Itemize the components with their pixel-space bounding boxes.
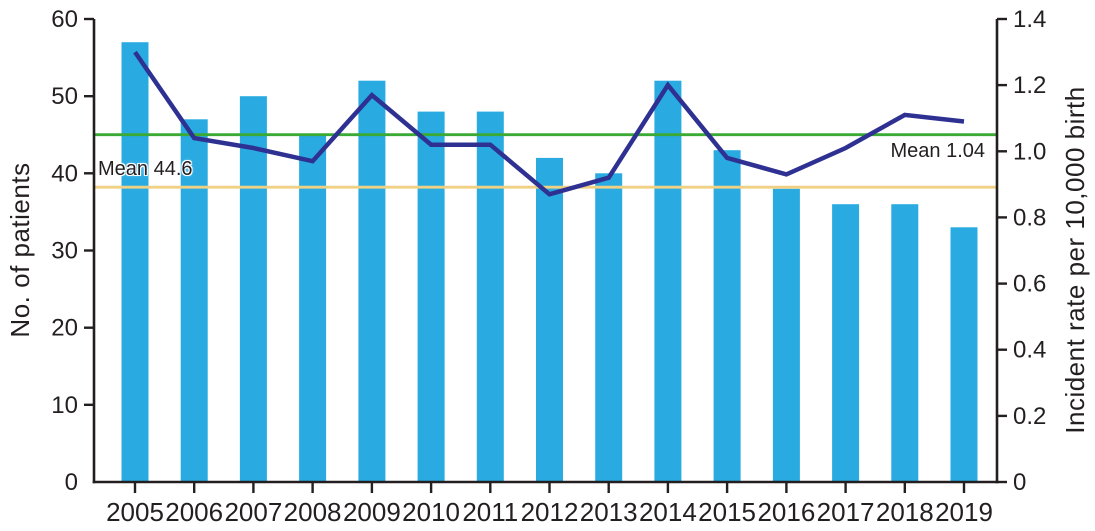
x-tick-label-2017: 2017 bbox=[817, 497, 875, 527]
left-tick-label-0: 0 bbox=[65, 469, 78, 496]
bar-2016 bbox=[772, 188, 800, 483]
left-tick-label-50: 50 bbox=[51, 83, 78, 110]
left-tick-label-60: 60 bbox=[51, 6, 78, 33]
bar-2011 bbox=[476, 111, 504, 482]
x-tick-label-2012: 2012 bbox=[521, 497, 579, 527]
right-tick-label-0: 0 bbox=[1013, 469, 1026, 496]
bar-2012 bbox=[536, 157, 563, 482]
right-tick-label-0.6: 0.6 bbox=[1013, 271, 1046, 298]
left-axis-title: No. of patients bbox=[5, 162, 35, 338]
bar-2010 bbox=[417, 111, 445, 482]
incident-rate-line bbox=[133, 50, 965, 197]
x-tick-label-2010: 2010 bbox=[402, 497, 460, 527]
bar-2017 bbox=[832, 204, 860, 482]
bar-2008 bbox=[299, 134, 327, 483]
x-tick-label-2006: 2006 bbox=[165, 497, 223, 527]
x-tick-label-2019: 2019 bbox=[935, 497, 993, 527]
left-tick-label-20: 20 bbox=[51, 315, 78, 342]
bar-2018 bbox=[891, 204, 919, 482]
right-tick-label-0.8: 0.8 bbox=[1013, 204, 1046, 231]
x-tick-label-2016: 2016 bbox=[757, 497, 815, 527]
bar-2014 bbox=[654, 80, 682, 482]
patients-mean-annotation: Mean 44.6 bbox=[98, 158, 193, 180]
bar-2007 bbox=[239, 96, 267, 482]
right-tick-label-0.2: 0.2 bbox=[1013, 403, 1046, 430]
x-tick-label-2015: 2015 bbox=[698, 497, 756, 527]
incident-rate-mean-annotation: Mean 1.04 bbox=[890, 140, 985, 162]
x-tick-label-2013: 2013 bbox=[580, 497, 638, 527]
bar-2005 bbox=[121, 42, 149, 482]
x-tick-label-2018: 2018 bbox=[876, 497, 934, 527]
x-tick-label-2011: 2011 bbox=[462, 497, 518, 527]
x-tick-label-2014: 2014 bbox=[639, 497, 697, 527]
bar-2015 bbox=[713, 150, 741, 482]
right-axis-title: Incident rate per 10,000 birth bbox=[1060, 86, 1090, 434]
bar-2009 bbox=[358, 80, 386, 482]
left-tick-label-30: 30 bbox=[51, 238, 78, 265]
x-tick-label-2007: 2007 bbox=[224, 497, 282, 527]
right-tick-label-1.2: 1.2 bbox=[1013, 72, 1046, 99]
right-tick-label-1.0: 1.0 bbox=[1013, 138, 1046, 165]
bar-2019 bbox=[950, 227, 978, 482]
left-tick-label-40: 40 bbox=[51, 160, 78, 187]
left-tick-label-10: 10 bbox=[51, 392, 78, 419]
right-tick-label-1.4: 1.4 bbox=[1013, 6, 1046, 33]
right-tick-label-0.4: 0.4 bbox=[1013, 337, 1046, 364]
x-tick-label-2008: 2008 bbox=[284, 497, 342, 527]
bar-2006 bbox=[180, 119, 208, 483]
x-tick-label-2009: 2009 bbox=[343, 497, 401, 527]
x-tick-label-2005: 2005 bbox=[106, 497, 164, 527]
bar-2013 bbox=[595, 173, 623, 483]
